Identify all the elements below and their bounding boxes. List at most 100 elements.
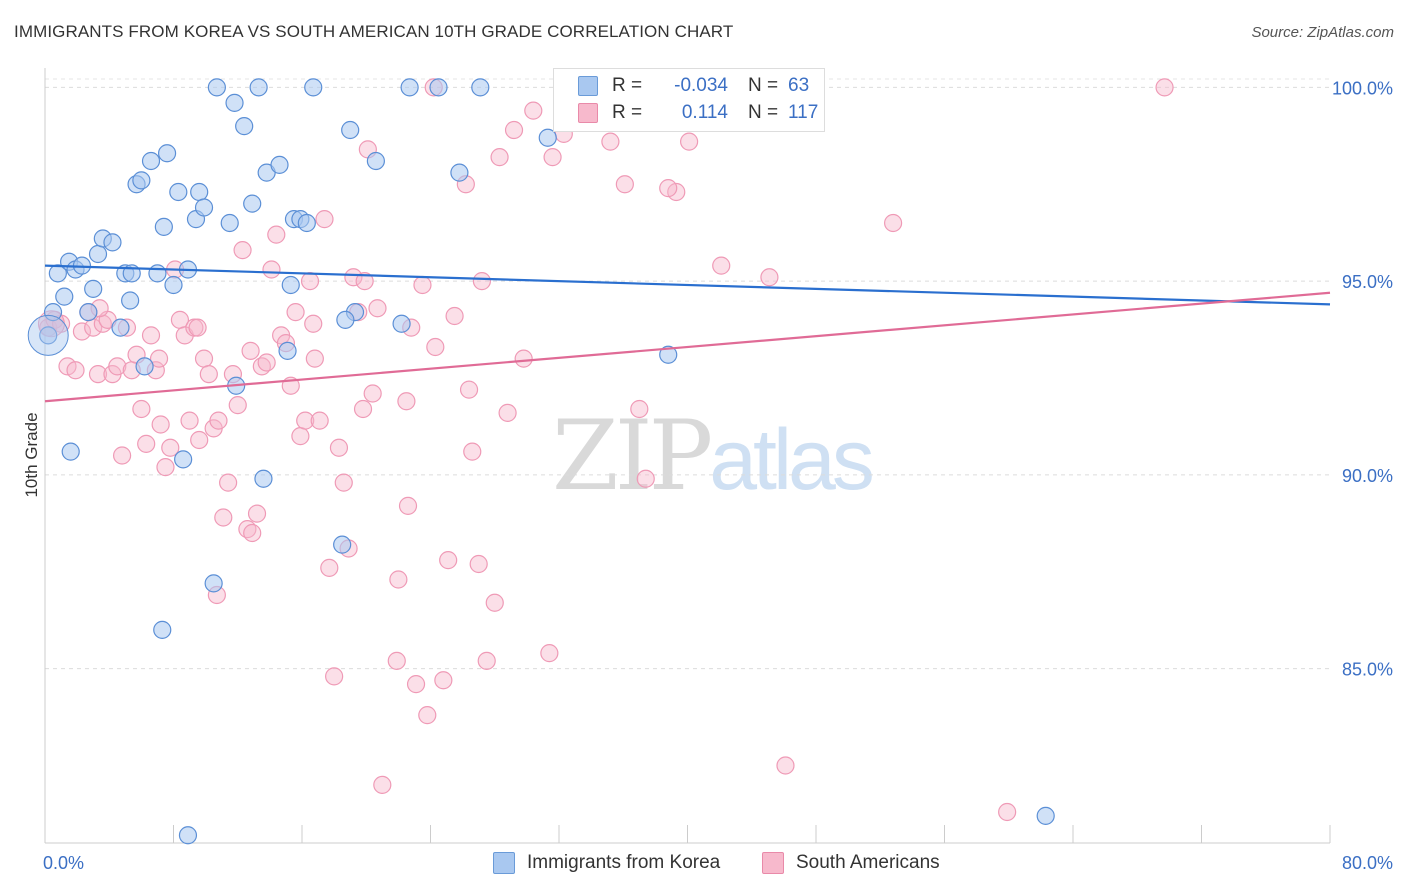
south-americans-point [514, 349, 533, 368]
legend-item-south[interactable]: South Americans [762, 852, 940, 874]
south-americans-point [459, 380, 479, 399]
korea-point [132, 171, 151, 190]
south-americans-point [477, 651, 496, 670]
south-americans-point [636, 469, 655, 488]
south-americans-point [504, 120, 524, 140]
south-americans-point [199, 365, 218, 384]
south-americans-point [241, 341, 260, 360]
legend-row-south: R = 0.114 N = 117 [578, 100, 818, 126]
south-americans-point [228, 396, 247, 415]
south-americans-point [291, 427, 310, 446]
south-americans-point [472, 272, 491, 291]
south-americans-point [368, 299, 387, 318]
south-americans-point [883, 213, 903, 233]
trend-lines [44, 264, 1331, 403]
south-americans-point [398, 496, 418, 515]
south-americans-point [490, 148, 509, 167]
korea-point [148, 264, 167, 283]
south-legend-swatch [762, 852, 784, 874]
korea-point [471, 78, 490, 97]
south-swatch [578, 103, 598, 123]
south-americans-point [355, 272, 374, 291]
korea-point [243, 194, 262, 213]
south-americans-point [334, 473, 353, 492]
korea-point [336, 310, 355, 329]
watermark-atlas: atlas [709, 412, 875, 508]
south-americans-point [601, 132, 620, 151]
korea-point [178, 826, 198, 845]
south-americans-point [151, 415, 170, 434]
legend-label-korea: Immigrants from Korea [527, 852, 721, 873]
korea-point [153, 620, 172, 639]
south-americans-point [267, 225, 286, 244]
legend-row-korea: R = -0.034 N = 63 [578, 73, 809, 99]
korea-point [135, 357, 154, 376]
south-americans-point [413, 275, 432, 295]
korea-point [84, 279, 103, 298]
legend-item-korea[interactable]: Immigrants from Korea [493, 852, 720, 874]
south-americans-point [498, 403, 517, 422]
n-label: N = [748, 102, 779, 123]
south-americans-point [257, 353, 276, 372]
legend-label-south: South Americans [796, 852, 940, 873]
korea-point [169, 182, 188, 202]
south-americans-point [304, 314, 323, 333]
south-americans-point [194, 349, 214, 368]
south-americans-point [112, 446, 132, 465]
korea-point [43, 303, 63, 322]
r-label: R = [612, 75, 643, 96]
korea-point [194, 198, 214, 217]
south-americans-point [108, 357, 127, 376]
korea-point [278, 341, 297, 360]
south-americans-point [66, 361, 85, 380]
south-americans-point [300, 272, 320, 291]
stats-legend: R = -0.034 N = 63 R = 0.114 N = 117 [553, 68, 825, 132]
south-americans-point [190, 430, 209, 450]
south-americans-point [387, 651, 406, 670]
south-americans-point [439, 551, 458, 570]
south-americans-point [353, 399, 373, 419]
korea-point [220, 213, 239, 233]
korea-point [48, 264, 67, 283]
south-americans-point [286, 303, 305, 322]
y-tick-label: 90.0% [1342, 466, 1393, 486]
korea-point [249, 78, 268, 97]
south-americans-point [329, 438, 349, 457]
south-americans-point [776, 756, 795, 775]
south-americans-point [659, 179, 678, 198]
source-label: Source: ZipAtlas.com [1251, 24, 1394, 41]
y-tick-label: 95.0% [1342, 272, 1393, 292]
korea-point [235, 117, 254, 136]
y-tick-label: 100.0% [1332, 78, 1393, 98]
n-value: 117 [788, 102, 819, 123]
korea-legend-swatch [493, 852, 515, 874]
south-americans-point [209, 411, 228, 430]
korea-point [39, 326, 58, 345]
south-americans-point [137, 434, 156, 453]
korea-point [333, 535, 352, 554]
korea-point [281, 275, 300, 295]
korea-point [304, 78, 323, 97]
south-americans-point [998, 802, 1017, 822]
korea-point [157, 144, 177, 163]
south-americans-point [188, 318, 207, 337]
south-americans-point [543, 148, 562, 167]
korea-point-cluster [27, 314, 69, 356]
korea-point [341, 120, 360, 140]
korea-point [79, 303, 98, 322]
korea-point [297, 213, 316, 233]
south-americans-point [180, 411, 199, 430]
korea-point [174, 450, 193, 469]
south-americans-point [434, 671, 453, 690]
korea-point [429, 78, 448, 97]
korea-point [88, 244, 108, 264]
south-americans-point [389, 570, 408, 589]
south-americans-point [72, 322, 92, 341]
korea-point [270, 155, 289, 174]
south-americans-point [149, 349, 169, 368]
south-americans-point [712, 256, 731, 275]
korea-point [450, 163, 469, 182]
south-americans-point [363, 384, 382, 403]
south-americans-point [214, 508, 233, 527]
